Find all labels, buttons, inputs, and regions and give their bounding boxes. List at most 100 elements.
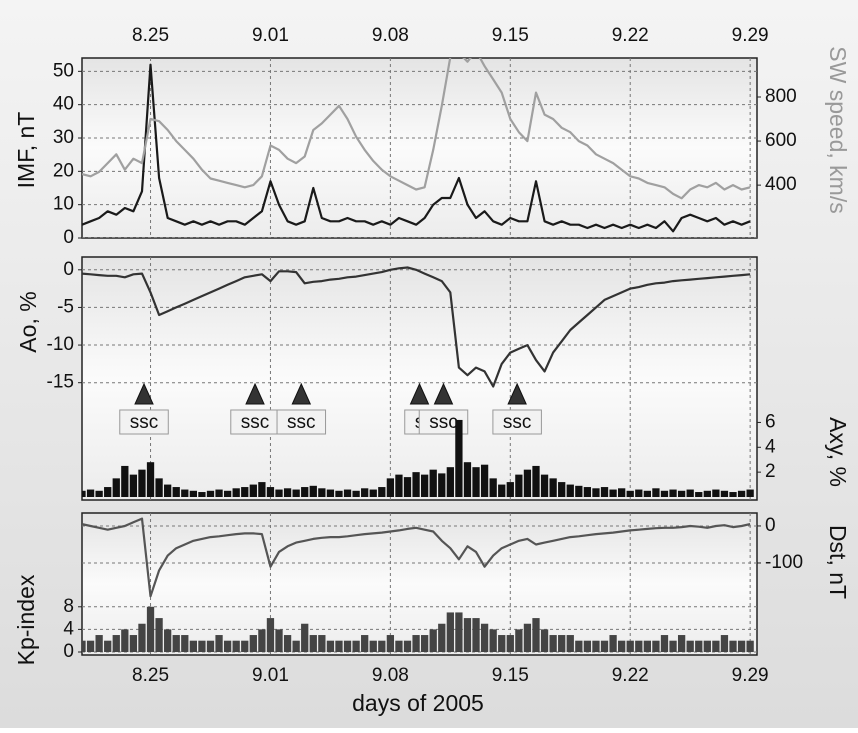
- bar: [198, 640, 206, 652]
- bar: [420, 635, 429, 652]
- bar: [686, 640, 694, 652]
- bar: [318, 488, 326, 497]
- bar: [378, 640, 386, 652]
- bar: [206, 640, 215, 652]
- bar: [181, 489, 189, 497]
- bar: [583, 640, 592, 652]
- bar: [720, 490, 729, 497]
- x-tick-label: 9.22: [612, 25, 649, 46]
- y2-tick-label: 0: [765, 515, 776, 536]
- bar: [600, 487, 609, 497]
- y-tick-label: 4: [63, 618, 74, 639]
- bar: [369, 640, 377, 652]
- bar: [703, 490, 711, 497]
- bar: [138, 623, 146, 652]
- ssc-label: ssc: [241, 412, 270, 433]
- bar: [386, 635, 395, 652]
- bar: [129, 474, 138, 497]
- bar: [164, 484, 172, 497]
- y-tick-label: 0: [63, 259, 74, 280]
- ssc-marker: [245, 382, 265, 405]
- bar: [652, 488, 660, 497]
- bar: [95, 635, 103, 652]
- bar: [609, 489, 617, 497]
- bar: [558, 635, 566, 652]
- y2-tick-label: 6: [765, 411, 776, 432]
- x-tick-label: 8.25: [132, 665, 169, 686]
- bar: [566, 635, 574, 652]
- bar: [472, 618, 480, 652]
- bar: [266, 618, 275, 652]
- bar: [301, 623, 309, 652]
- y-tick-label: -10: [47, 334, 74, 355]
- x-tick-label: 9.01: [252, 25, 289, 46]
- bar: [361, 635, 369, 652]
- bar: [463, 618, 472, 652]
- bar: [609, 635, 617, 652]
- bar: [275, 489, 283, 497]
- bar: [660, 635, 669, 652]
- bar: [515, 629, 523, 652]
- bar: [386, 478, 395, 497]
- bar: [506, 635, 514, 652]
- x-axis-title: days of 2005: [352, 690, 484, 716]
- data-line: [82, 266, 751, 388]
- y2-tick-label: -100: [765, 552, 803, 573]
- bar: [198, 492, 206, 497]
- bar: [82, 490, 86, 497]
- bar: [643, 490, 651, 497]
- bar: [438, 473, 446, 497]
- bar: [378, 487, 386, 497]
- y-tick-label: 40: [53, 94, 74, 115]
- bar: [549, 478, 557, 497]
- ssc-label: ssc: [130, 412, 159, 433]
- bar: [172, 487, 180, 497]
- bar: [86, 489, 95, 497]
- bar: [292, 640, 300, 652]
- bar: [343, 640, 352, 652]
- bar: [558, 482, 566, 497]
- bar: [695, 640, 703, 652]
- bar: [283, 488, 292, 497]
- bar: [575, 640, 583, 652]
- bar: [155, 478, 163, 497]
- bar: [438, 623, 446, 652]
- bar: [215, 635, 223, 652]
- panel-marks: [82, 419, 754, 497]
- bar: [352, 640, 360, 652]
- bar: [669, 489, 677, 497]
- ssc-box: [492, 409, 542, 435]
- bar: [669, 640, 677, 652]
- x-tick-label: 9.29: [732, 665, 769, 686]
- x-tick-label: 9.22: [612, 665, 649, 686]
- panel-marks: [82, 606, 757, 653]
- bar: [309, 485, 317, 497]
- y2-axis-title: Dst, nT: [825, 525, 851, 599]
- y-tick-label: 0: [63, 227, 74, 248]
- bar: [480, 464, 489, 497]
- bar: [275, 629, 283, 652]
- bar: [635, 640, 643, 652]
- bar: [703, 640, 711, 652]
- bar: [206, 490, 215, 497]
- x-tick-label: 9.08: [372, 665, 409, 686]
- bar: [746, 640, 754, 652]
- bar: [677, 635, 686, 652]
- bar: [429, 629, 437, 652]
- panel-marks: [82, 58, 757, 238]
- bar: [729, 640, 737, 652]
- bar: [146, 462, 155, 497]
- y-axis-title: Kp-index: [13, 574, 39, 665]
- bar: [446, 612, 454, 652]
- y2-axis-title: Axy, %: [825, 417, 851, 487]
- bar: [232, 488, 240, 497]
- bar: [241, 640, 249, 652]
- bar: [600, 640, 609, 652]
- panel-frame: [81, 512, 758, 656]
- bar: [403, 477, 412, 497]
- bar: [361, 488, 369, 497]
- bar: [540, 629, 549, 652]
- bar: [326, 640, 335, 652]
- bar: [695, 492, 703, 497]
- y-tick-label: 10: [53, 194, 74, 215]
